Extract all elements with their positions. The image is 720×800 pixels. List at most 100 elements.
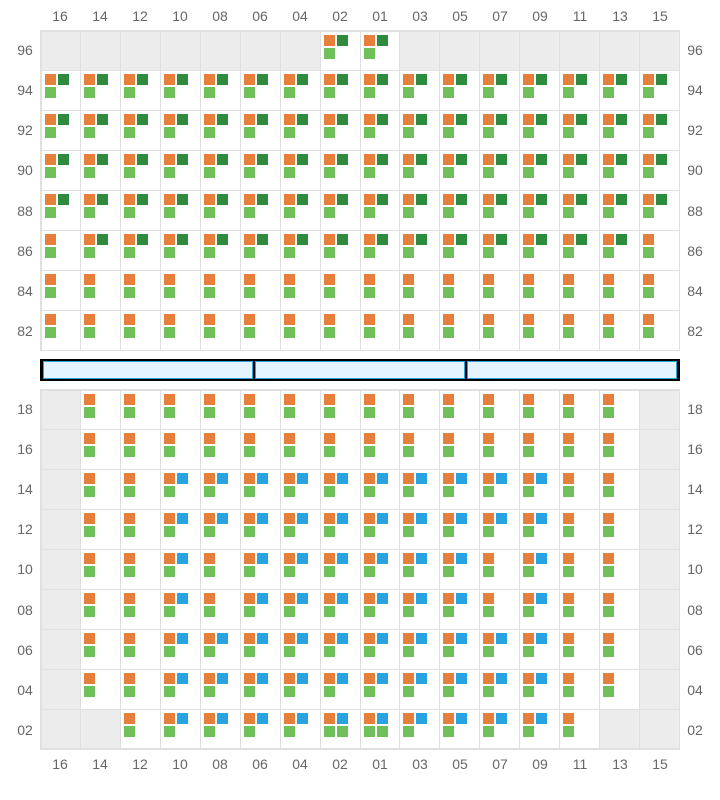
- seat-cell[interactable]: [201, 710, 240, 749]
- seat-cell[interactable]: [81, 670, 120, 709]
- seat-cell[interactable]: [361, 550, 400, 589]
- seat-cell[interactable]: [400, 670, 439, 709]
- seat-cell[interactable]: [361, 231, 400, 270]
- seat-cell[interactable]: [321, 111, 360, 150]
- seat-cell[interactable]: [600, 311, 639, 350]
- seat-cell[interactable]: [361, 470, 400, 509]
- seat-cell[interactable]: [480, 550, 519, 589]
- seat-cell[interactable]: [440, 311, 479, 350]
- seat-cell[interactable]: [321, 191, 360, 230]
- seat-cell[interactable]: [161, 590, 200, 629]
- seat-cell[interactable]: [241, 271, 280, 310]
- seat-cell[interactable]: [560, 630, 599, 669]
- seat-cell[interactable]: [560, 550, 599, 589]
- seat-cell[interactable]: [281, 231, 320, 270]
- seat-cell[interactable]: [400, 271, 439, 310]
- seat-cell[interactable]: [321, 670, 360, 709]
- seat-cell[interactable]: [161, 470, 200, 509]
- seat-cell[interactable]: [281, 271, 320, 310]
- seat-cell[interactable]: [640, 111, 679, 150]
- seat-cell[interactable]: [520, 111, 559, 150]
- seat-cell[interactable]: [321, 311, 360, 350]
- seat-cell[interactable]: [201, 510, 240, 549]
- seat-cell[interactable]: [640, 151, 679, 190]
- seat-cell[interactable]: [400, 550, 439, 589]
- seat-cell[interactable]: [480, 710, 519, 749]
- seat-cell[interactable]: [520, 710, 559, 749]
- seat-cell[interactable]: [281, 151, 320, 190]
- seat-cell[interactable]: [440, 71, 479, 110]
- seat-cell[interactable]: [480, 151, 519, 190]
- seat-cell[interactable]: [560, 430, 599, 469]
- seat-cell[interactable]: [201, 231, 240, 270]
- seat-cell[interactable]: [361, 391, 400, 430]
- seat-cell[interactable]: [161, 231, 200, 270]
- seat-cell[interactable]: [361, 590, 400, 629]
- seat-cell[interactable]: [281, 510, 320, 549]
- seat-cell[interactable]: [400, 311, 439, 350]
- seat-cell[interactable]: [361, 271, 400, 310]
- seat-cell[interactable]: [600, 470, 639, 509]
- seat-cell[interactable]: [400, 191, 439, 230]
- seat-cell[interactable]: [600, 151, 639, 190]
- seat-cell[interactable]: [121, 710, 160, 749]
- seat-cell[interactable]: [400, 231, 439, 270]
- seat-cell[interactable]: [121, 590, 160, 629]
- seat-cell[interactable]: [480, 231, 519, 270]
- seat-cell[interactable]: [361, 311, 400, 350]
- seat-cell[interactable]: [81, 271, 120, 310]
- seat-cell[interactable]: [480, 271, 519, 310]
- seat-cell[interactable]: [161, 510, 200, 549]
- seat-cell[interactable]: [281, 470, 320, 509]
- seat-cell[interactable]: [520, 430, 559, 469]
- seat-cell[interactable]: [241, 430, 280, 469]
- seat-cell[interactable]: [281, 550, 320, 589]
- seat-cell[interactable]: [241, 550, 280, 589]
- seat-cell[interactable]: [241, 231, 280, 270]
- seat-cell[interactable]: [321, 151, 360, 190]
- seat-cell[interactable]: [440, 151, 479, 190]
- seat-cell[interactable]: [161, 71, 200, 110]
- seat-cell[interactable]: [121, 191, 160, 230]
- seat-cell[interactable]: [440, 231, 479, 270]
- seat-cell[interactable]: [42, 191, 81, 230]
- seat-cell[interactable]: [161, 111, 200, 150]
- seat-cell[interactable]: [361, 111, 400, 150]
- seat-cell[interactable]: [440, 430, 479, 469]
- seat-cell[interactable]: [600, 111, 639, 150]
- seat-cell[interactable]: [640, 191, 679, 230]
- seat-cell[interactable]: [121, 231, 160, 270]
- seat-cell[interactable]: [81, 630, 120, 669]
- seat-cell[interactable]: [560, 590, 599, 629]
- seat-cell[interactable]: [520, 151, 559, 190]
- seat-cell[interactable]: [81, 391, 120, 430]
- seat-cell[interactable]: [520, 311, 559, 350]
- seat-cell[interactable]: [480, 111, 519, 150]
- seat-cell[interactable]: [600, 670, 639, 709]
- seat-cell[interactable]: [321, 630, 360, 669]
- seat-cell[interactable]: [480, 430, 519, 469]
- seat-cell[interactable]: [81, 510, 120, 549]
- seat-cell[interactable]: [121, 510, 160, 549]
- seat-cell[interactable]: [600, 271, 639, 310]
- seat-cell[interactable]: [640, 271, 679, 310]
- seat-cell[interactable]: [241, 590, 280, 629]
- seat-cell[interactable]: [520, 71, 559, 110]
- seat-cell[interactable]: [440, 710, 479, 749]
- seat-cell[interactable]: [201, 391, 240, 430]
- seat-cell[interactable]: [161, 271, 200, 310]
- seat-cell[interactable]: [201, 470, 240, 509]
- seat-cell[interactable]: [560, 391, 599, 430]
- seat-cell[interactable]: [161, 670, 200, 709]
- seat-cell[interactable]: [201, 111, 240, 150]
- seat-cell[interactable]: [321, 271, 360, 310]
- seat-cell[interactable]: [520, 231, 559, 270]
- seat-cell[interactable]: [81, 151, 120, 190]
- seat-cell[interactable]: [480, 590, 519, 629]
- seat-cell[interactable]: [321, 590, 360, 629]
- seat-cell[interactable]: [560, 670, 599, 709]
- seat-cell[interactable]: [400, 430, 439, 469]
- seat-cell[interactable]: [161, 391, 200, 430]
- seat-cell[interactable]: [321, 71, 360, 110]
- seat-cell[interactable]: [600, 191, 639, 230]
